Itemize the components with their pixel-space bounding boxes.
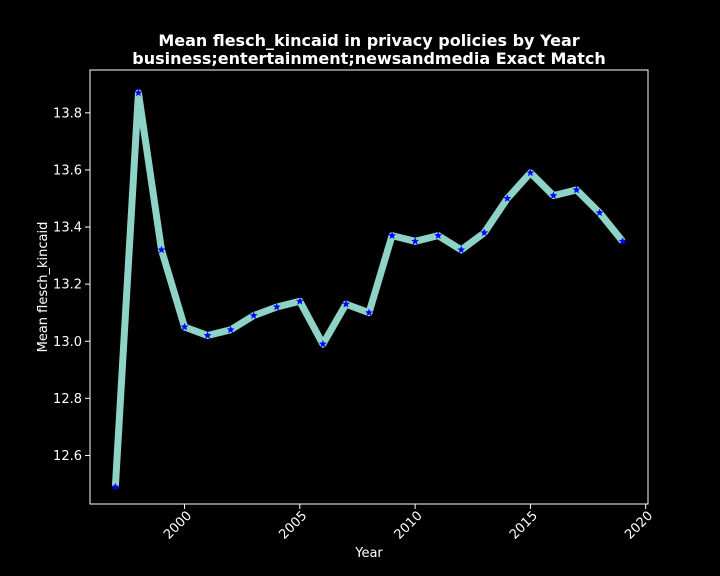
data-point-marker [618, 237, 627, 245]
data-point-marker [134, 88, 143, 97]
y-tick-label: 12.6 [53, 449, 82, 464]
data-point-marker [595, 208, 604, 217]
data-point-marker [434, 231, 443, 240]
data-point-marker [249, 311, 258, 320]
data-point-marker [318, 339, 327, 348]
data-point-marker [572, 185, 581, 194]
y-axis: 12.6 12.8 13.0 13.2 13.4 13.6 13.8 [53, 106, 90, 464]
plot-area-frame [89, 69, 649, 505]
chart-subtitle: business;entertainment;newsandmedia Exac… [132, 49, 605, 68]
data-point-marker [295, 296, 304, 305]
data-point-marker [549, 191, 558, 200]
data-point-marker [457, 245, 466, 254]
chart-title: Mean flesch_kincaid in privacy policies … [158, 31, 579, 50]
y-tick-label: 13.8 [53, 106, 82, 121]
y-tick-label: 13.0 [53, 335, 82, 350]
data-point-marker [526, 168, 535, 177]
data-point-marker [341, 299, 351, 308]
data-point-marker [480, 228, 489, 237]
data-point-marker [411, 237, 420, 245]
data-point-marker [387, 231, 397, 240]
y-tick-label: 13.2 [53, 278, 82, 293]
y-tick-label: 13.4 [53, 221, 82, 236]
series-layer [111, 88, 627, 491]
data-point-marker [503, 194, 512, 202]
y-tick-label: 13.6 [53, 163, 82, 178]
data-point-marker [203, 331, 212, 340]
data-point-marker [157, 245, 166, 254]
data-point-marker [272, 302, 281, 311]
y-tick-label: 12.8 [53, 392, 82, 407]
data-point-marker [180, 322, 189, 331]
y-axis-label: Mean flesch_kincaid [36, 222, 51, 353]
data-point-marker [364, 308, 374, 317]
data-point-marker [226, 325, 235, 334]
data-point-marker [111, 482, 120, 491]
x-axis-label: Year [354, 546, 383, 561]
